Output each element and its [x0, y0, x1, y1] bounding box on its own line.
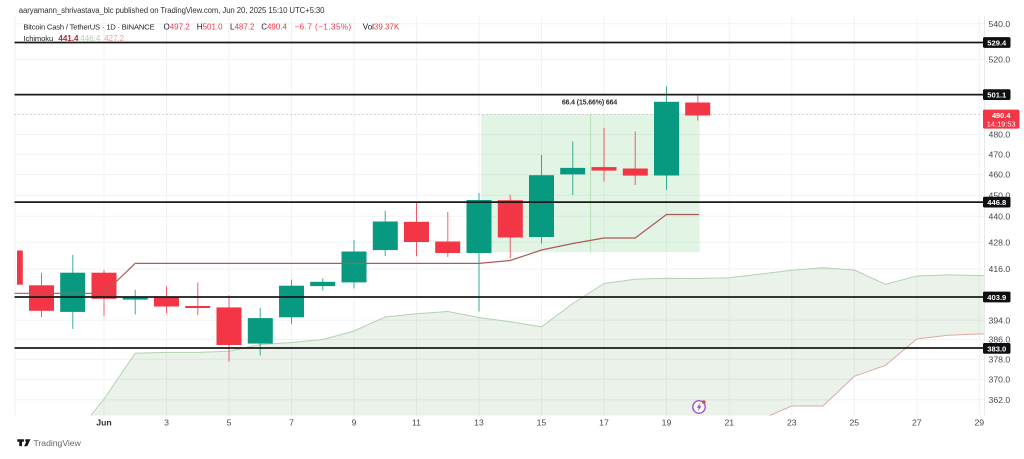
svg-text:450.0: 450.0 — [989, 190, 1011, 200]
svg-text:23: 23 — [787, 418, 797, 428]
svg-text:TradingView: TradingView — [34, 438, 82, 448]
svg-text:Bitcoin Cash / TetherUS · 1D ·: Bitcoin Cash / TetherUS · 1D · BINANCE O4… — [23, 23, 400, 32]
svg-text:11: 11 — [412, 418, 421, 428]
svg-text:25: 25 — [849, 418, 859, 428]
svg-text:383.0: 383.0 — [987, 344, 1006, 353]
svg-text:19: 19 — [662, 418, 672, 428]
svg-text:362.0: 362.0 — [989, 395, 1011, 405]
svg-text:501.1: 501.1 — [987, 91, 1007, 100]
svg-text:529.4: 529.4 — [987, 38, 1007, 47]
svg-text:428.0: 428.0 — [989, 237, 1011, 247]
svg-text:3: 3 — [164, 418, 169, 428]
svg-text:5: 5 — [227, 418, 232, 428]
svg-text:378.0: 378.0 — [989, 354, 1011, 364]
svg-text:394.0: 394.0 — [989, 315, 1011, 325]
svg-text:416.0: 416.0 — [989, 264, 1011, 274]
svg-text:370.0: 370.0 — [989, 374, 1011, 384]
svg-text:440.0: 440.0 — [989, 211, 1011, 221]
svg-text:17: 17 — [599, 418, 609, 428]
svg-text:9: 9 — [352, 418, 357, 428]
svg-text:Jun: Jun — [96, 418, 111, 428]
svg-text:470.0: 470.0 — [989, 149, 1011, 159]
svg-text:14:19:53: 14:19:53 — [987, 119, 1016, 128]
svg-text:15: 15 — [537, 418, 547, 428]
svg-text:480.0: 480.0 — [989, 130, 1011, 140]
svg-text:21: 21 — [724, 418, 734, 428]
svg-text:7: 7 — [289, 418, 294, 428]
svg-text:490.4: 490.4 — [992, 111, 1011, 120]
svg-text:460.0: 460.0 — [989, 170, 1011, 180]
svg-text:403.9: 403.9 — [987, 293, 1006, 302]
svg-text:386.0: 386.0 — [989, 335, 1011, 345]
svg-text:27: 27 — [912, 418, 922, 428]
svg-text:446.8: 446.8 — [987, 198, 1006, 207]
svg-text:13: 13 — [474, 418, 484, 428]
svg-text:aaryamann_shrivastava_blc publ: aaryamann_shrivastava_blc published on T… — [19, 6, 325, 15]
svg-text:29: 29 — [974, 418, 984, 428]
svg-text:520.0: 520.0 — [989, 54, 1011, 64]
svg-text:540.0: 540.0 — [989, 19, 1011, 29]
svg-text:66.4 (15.66%) 664: 66.4 (15.66%) 664 — [562, 99, 618, 106]
